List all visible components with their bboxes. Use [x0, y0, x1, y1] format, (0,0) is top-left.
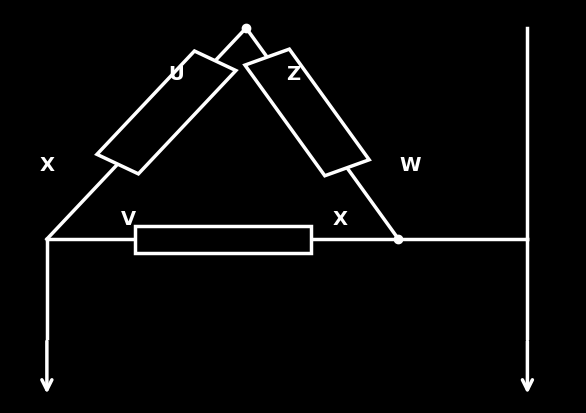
Text: X: X	[39, 156, 54, 175]
Text: U: U	[168, 65, 183, 84]
Text: Z: Z	[286, 65, 300, 84]
Text: W: W	[400, 156, 421, 175]
Polygon shape	[97, 52, 236, 174]
Polygon shape	[135, 226, 311, 253]
Polygon shape	[245, 50, 369, 176]
Text: V: V	[121, 209, 137, 228]
Text: X: X	[332, 209, 347, 228]
